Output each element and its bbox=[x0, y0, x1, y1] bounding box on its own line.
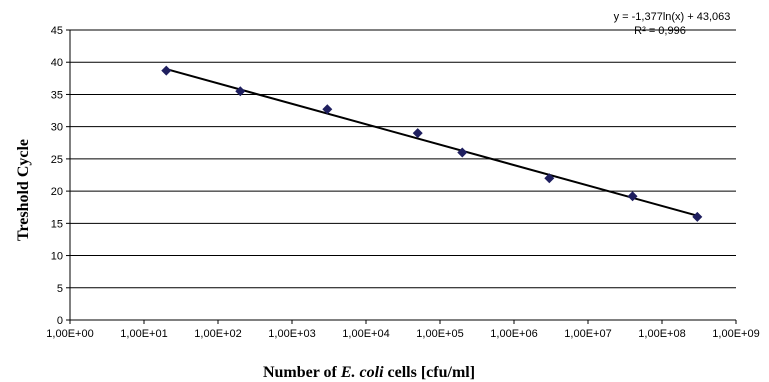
y-tick-label: 5 bbox=[57, 283, 63, 295]
trendline bbox=[166, 68, 698, 217]
x-tick-label: 1,00E+08 bbox=[638, 328, 685, 340]
x-tick-label: 1,00E+07 bbox=[564, 328, 611, 340]
data-point bbox=[412, 128, 423, 139]
x-tick-label: 1,00E+06 bbox=[490, 328, 537, 340]
y-tick-label: 25 bbox=[51, 154, 63, 166]
y-tick-label: 35 bbox=[51, 89, 63, 101]
x-tick-label: 1,00E+05 bbox=[416, 328, 463, 340]
data-points bbox=[161, 65, 703, 222]
x-tick-label: 1,00E+04 bbox=[342, 328, 389, 340]
y-axis-label: Treshold Cycle bbox=[15, 139, 32, 241]
x-tick-label: 1,00E+03 bbox=[268, 328, 315, 340]
x-tick-labels: 1,00E+00 1,00E+01 1,00E+02 1,00E+03 1,00E+04… bbox=[46, 328, 759, 340]
x-tick-label: 1,00E+09 bbox=[712, 328, 759, 340]
data-point bbox=[544, 173, 555, 184]
y-tick-label: 15 bbox=[51, 218, 63, 230]
data-point bbox=[692, 211, 703, 222]
x-axis-label-part1: Number of bbox=[263, 364, 341, 381]
y-tick-label: 10 bbox=[51, 251, 63, 263]
gridlines bbox=[70, 29, 736, 289]
x-axis-label-part2: cells [cfu/ml] bbox=[384, 364, 476, 381]
y-tick-label: 40 bbox=[51, 57, 63, 69]
y-tick-label: 45 bbox=[51, 25, 63, 37]
data-point bbox=[457, 147, 468, 158]
y-tick-labels: 0 5 10 15 20 25 30 35 40 45 bbox=[51, 25, 63, 327]
axes bbox=[66, 29, 737, 324]
trendline-equation: y = -1,377ln(x) + 43,063 bbox=[614, 11, 731, 23]
data-point bbox=[161, 65, 172, 76]
y-tick-label: 30 bbox=[51, 122, 63, 134]
data-point bbox=[235, 86, 246, 97]
y-tick-label: 20 bbox=[51, 186, 63, 198]
data-point bbox=[627, 191, 638, 202]
x-tick-label: 1,00E+00 bbox=[46, 328, 93, 340]
y-tick-label: 0 bbox=[57, 315, 63, 327]
x-tick-label: 1,00E+02 bbox=[194, 328, 241, 340]
data-point bbox=[322, 104, 333, 115]
x-tick-label: 1,00E+01 bbox=[120, 328, 167, 340]
x-axis-label: Number of E. coli cells [cfu/ml] bbox=[263, 364, 475, 381]
trendline-line bbox=[166, 68, 698, 217]
x-axis-label-species: E. coli bbox=[340, 364, 384, 381]
trendline-r-squared: R² = 0,996 bbox=[634, 25, 686, 37]
